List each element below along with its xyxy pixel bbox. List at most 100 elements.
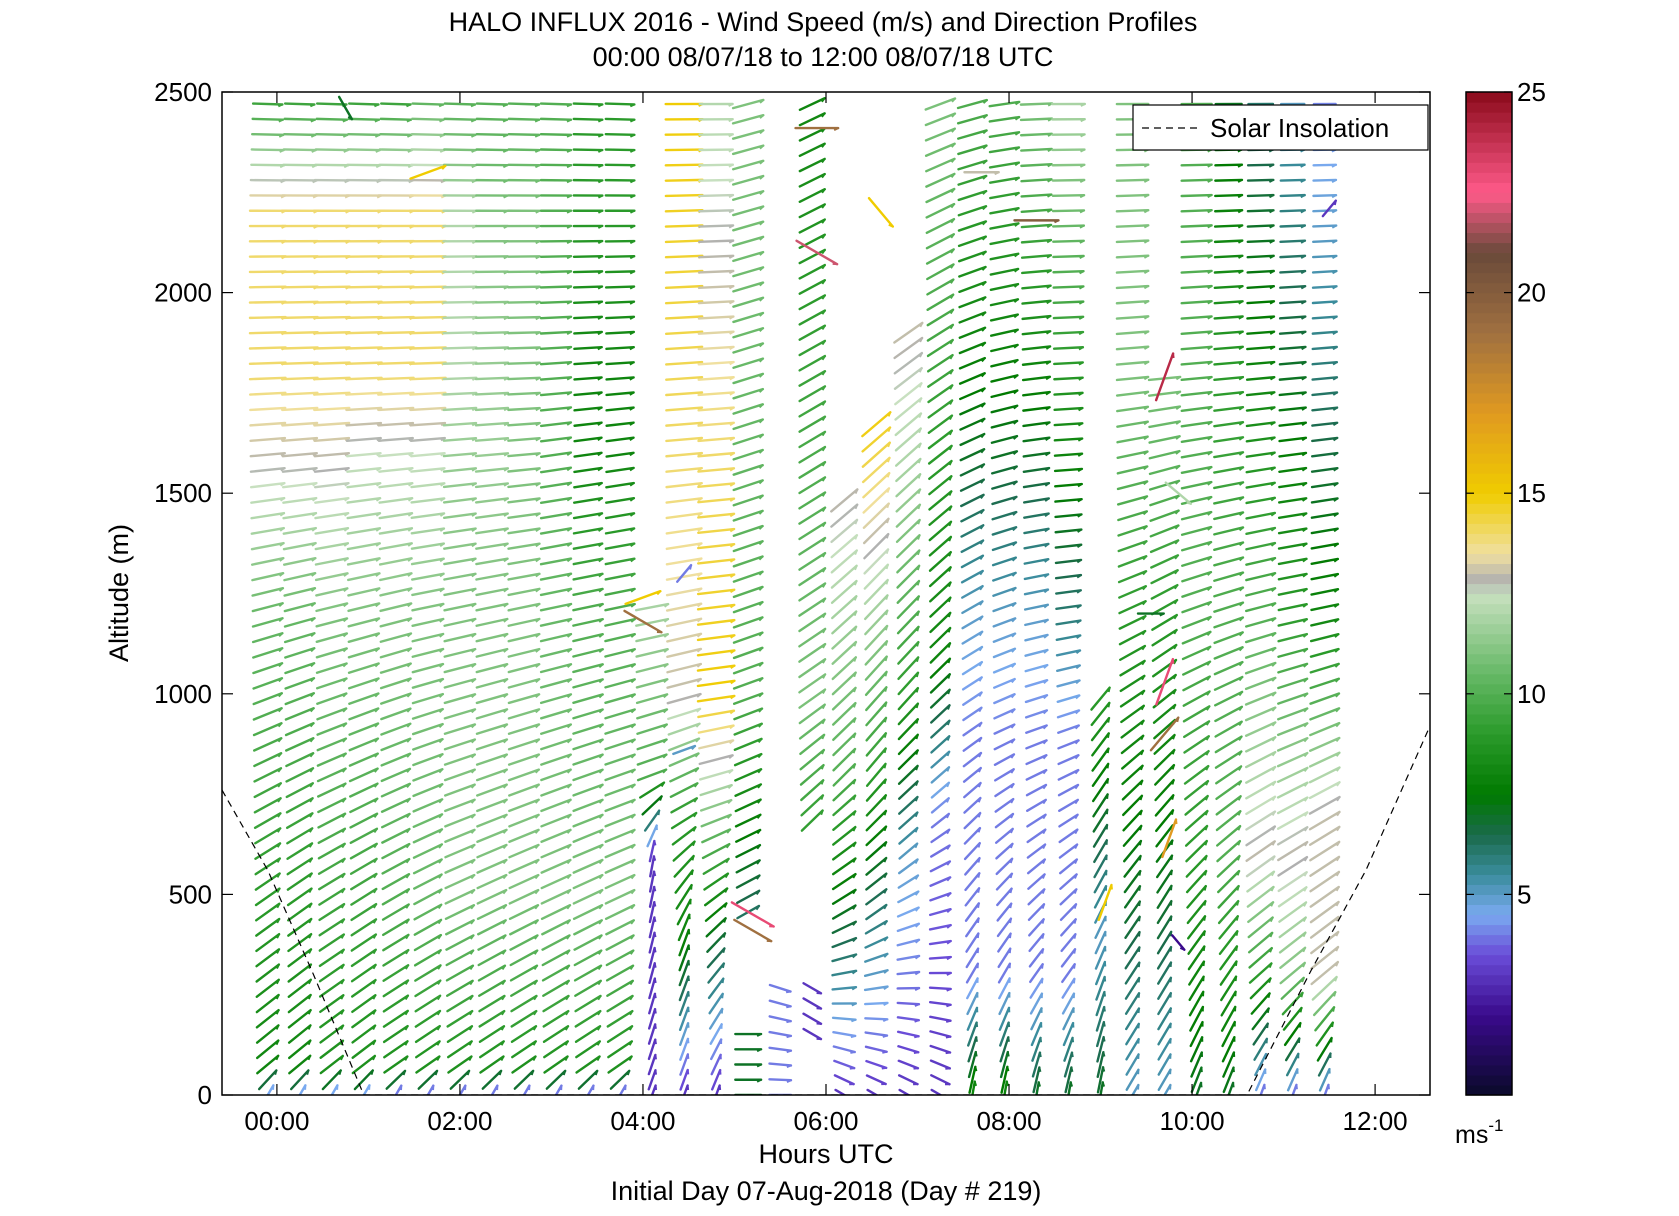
wind-vector-head: [502, 844, 508, 849]
wind-vector-head: [275, 1009, 280, 1015]
wind-vector-head: [883, 717, 888, 723]
wind-vector-shaft: [1026, 843, 1047, 859]
wind-vector-head: [948, 445, 953, 451]
wind-vector-head: [977, 857, 981, 863]
wind-vector-head: [630, 919, 635, 925]
wind-vector: [380, 752, 412, 767]
wind-vector-head: [566, 194, 572, 199]
wind-vector-shaft: [522, 1084, 531, 1095]
wind-vector: [443, 587, 477, 597]
wind-vector-shaft: [414, 1009, 442, 1028]
wind-vector-shaft: [379, 617, 413, 628]
wind-vector-head: [597, 179, 603, 184]
wind-vector-head: [913, 1051, 919, 1054]
wind-vector: [896, 564, 921, 589]
wind-vector-shaft: [381, 903, 410, 921]
wind-vector-shaft: [991, 495, 1018, 506]
wind-vector: [1118, 629, 1147, 646]
wind-vector: [443, 632, 477, 643]
wind-vector-head: [375, 602, 380, 608]
wind-vector: [475, 178, 509, 184]
wind-vector-shaft: [475, 738, 509, 751]
wind-vector: [666, 647, 703, 659]
wind-vector-shaft: [648, 962, 656, 984]
wind-vector-head: [854, 489, 859, 494]
wind-vector-head: [500, 1025, 505, 1031]
wind-vector-shaft: [1155, 824, 1174, 848]
wind-vector-shaft: [313, 451, 351, 458]
wind-vector-head: [597, 133, 603, 138]
wind-vector: [648, 946, 657, 969]
wind-vector-shaft: [1091, 762, 1110, 787]
wind-vector-head: [822, 643, 826, 649]
wind-vector: [698, 148, 735, 153]
wind-vector-shaft: [670, 811, 698, 830]
wind-vector: [1115, 390, 1150, 397]
wind-vector: [991, 495, 1018, 506]
wind-vector-shaft: [898, 811, 919, 830]
wind-vector: [635, 648, 669, 658]
wind-vector-shaft: [1022, 421, 1051, 428]
wind-vector-shaft: [545, 1069, 567, 1090]
wind-vector: [800, 809, 824, 832]
wind-vector-shaft: [574, 1009, 602, 1028]
wind-vector: [510, 979, 538, 997]
wind-vector-head: [950, 279, 955, 284]
wind-vector-shaft: [992, 617, 1017, 628]
wind-vector: [255, 1024, 280, 1044]
wind-vector: [444, 798, 476, 813]
wind-vector-head: [1014, 131, 1020, 136]
wind-vector-head: [405, 888, 410, 894]
wind-vector: [313, 481, 350, 489]
wind-vector-shaft: [285, 737, 315, 752]
wind-vector-shaft: [605, 934, 635, 951]
wind-vector: [1020, 147, 1053, 153]
wind-vector: [831, 969, 858, 977]
wind-vector-shaft: [1093, 869, 1108, 894]
wind-vector-shaft: [507, 117, 541, 121]
wind-vector: [572, 617, 604, 627]
wind-vector-shaft: [1052, 285, 1085, 289]
wind-vector-shaft: [287, 1024, 312, 1044]
wind-vector-shaft: [282, 496, 318, 504]
wind-vector-shaft: [442, 376, 478, 381]
wind-vector-shaft: [798, 567, 827, 587]
wind-vector-head: [1139, 825, 1143, 831]
wind-vector: [287, 1024, 312, 1044]
wind-vector-shaft: [798, 430, 827, 449]
wind-vector-shaft: [696, 588, 736, 596]
wind-vector-head: [946, 766, 950, 772]
wind-vector-head: [883, 888, 888, 894]
wind-vector-head: [503, 557, 509, 563]
wind-vector-head: [977, 903, 980, 908]
wind-vector-head: [404, 995, 409, 1001]
wind-vector-shaft: [993, 738, 1016, 751]
wind-vector-shaft: [604, 117, 636, 121]
wind-vector: [316, 722, 348, 736]
wind-vector-shaft: [1156, 884, 1173, 909]
wind-vector-head: [729, 543, 735, 548]
wind-vector-head: [597, 482, 603, 487]
wind-vector-shaft: [636, 708, 669, 720]
wind-vector: [476, 888, 508, 905]
wind-vector-head: [628, 1040, 633, 1046]
wind-vector-shaft: [507, 497, 541, 504]
wind-vector-head: [1073, 949, 1077, 954]
wind-vector-shaft: [1096, 1066, 1105, 1094]
wind-vector-head: [1009, 843, 1014, 849]
wind-vector-shaft: [539, 527, 573, 535]
wind-vector-shaft: [346, 467, 382, 473]
wind-vector-head: [950, 248, 955, 254]
wind-vector: [649, 855, 657, 878]
wind-vector-head: [597, 421, 603, 426]
wind-vector-shaft: [896, 906, 920, 918]
wind-vector: [442, 163, 477, 169]
wind-vector-shaft: [896, 549, 921, 574]
wind-vector-shaft: [668, 752, 700, 767]
wind-vector-shaft: [798, 339, 827, 357]
wind-vector: [665, 572, 703, 581]
wind-vector-head: [692, 826, 697, 832]
wind-vector-head: [729, 391, 735, 396]
wind-vector-head: [852, 763, 856, 769]
wind-vector-shaft: [605, 391, 635, 397]
